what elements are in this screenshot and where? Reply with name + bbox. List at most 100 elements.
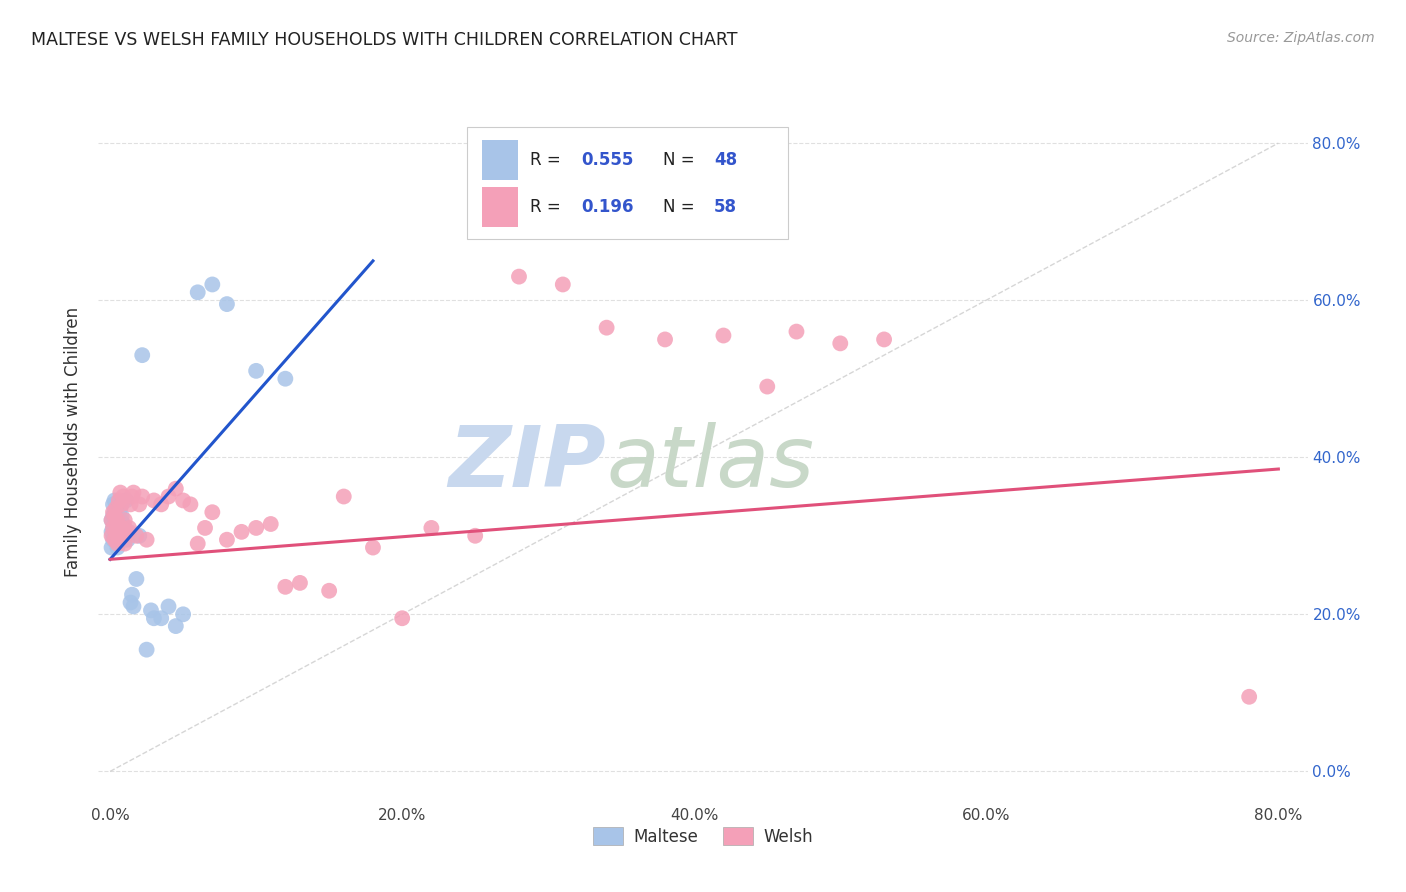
Text: N =: N = [664,198,700,216]
Point [103,533,125,547]
Point [260,516,283,531]
Point [172,493,194,508]
Point [135,533,157,547]
Point [654,333,676,347]
Text: 48: 48 [714,151,737,169]
Point [114,513,136,527]
Point [100,529,122,543]
Point [165,482,187,496]
Point [201,505,224,519]
Point [128,497,150,511]
Y-axis label: Family Households with Children: Family Households with Children [65,307,83,576]
Point [108,524,131,539]
Text: 0.196: 0.196 [581,198,633,216]
Point [107,497,129,511]
Point [103,493,125,508]
Point [508,269,530,284]
Point [101,509,124,524]
FancyBboxPatch shape [482,186,517,227]
Point [274,372,297,386]
Point [112,490,135,504]
Point [187,536,209,550]
Point [118,521,141,535]
Point [103,505,125,519]
Text: atlas: atlas [606,422,814,505]
Point [120,595,142,609]
Point [1237,690,1260,704]
Point [115,493,138,508]
Point [179,497,201,511]
Point [107,516,129,531]
Point [117,533,139,547]
Point [420,521,443,535]
Point [101,497,124,511]
Point [103,529,125,543]
Point [101,521,124,535]
Point [110,485,132,500]
Point [135,642,157,657]
Point [194,521,217,535]
Point [150,497,173,511]
Point [100,513,122,527]
FancyBboxPatch shape [467,128,787,239]
Point [231,524,253,539]
Point [464,529,486,543]
Point [288,575,311,590]
Text: ZIP: ZIP [449,422,606,505]
Text: MALTESE VS WELSH FAMILY HOUSEHOLDS WITH CHILDREN CORRELATION CHART: MALTESE VS WELSH FAMILY HOUSEHOLDS WITH … [31,31,737,49]
Point [104,521,127,535]
Point [112,516,135,531]
Point [100,541,122,555]
Point [142,611,165,625]
Point [108,505,131,519]
Point [756,379,779,393]
Point [108,529,131,543]
Point [873,333,896,347]
Point [110,501,132,516]
Point [110,513,132,527]
Legend: Maltese, Welsh: Maltese, Welsh [586,821,820,852]
Point [120,497,142,511]
Point [122,485,145,500]
Point [103,516,125,531]
FancyBboxPatch shape [482,140,517,179]
Point [391,611,413,625]
Point [131,348,153,362]
Point [122,599,145,614]
Point [108,493,131,508]
Point [332,490,354,504]
Point [125,529,148,543]
Text: N =: N = [664,151,700,169]
Text: 0.555: 0.555 [581,151,633,169]
Point [215,297,238,311]
Point [187,285,209,300]
Point [111,521,134,535]
Point [101,533,124,547]
Point [107,536,129,550]
Point [595,320,617,334]
Text: R =: R = [530,198,567,216]
Point [121,490,143,504]
Point [201,277,224,292]
Point [131,490,153,504]
Point [104,501,127,516]
Point [157,599,180,614]
Point [139,603,162,617]
Point [111,509,134,524]
Point [107,513,129,527]
Point [104,509,127,524]
Point [150,611,173,625]
Text: Source: ZipAtlas.com: Source: ZipAtlas.com [1227,31,1375,45]
Text: 58: 58 [714,198,737,216]
Point [111,521,134,535]
Point [117,524,139,539]
Point [118,524,141,539]
Point [104,524,127,539]
Point [104,497,127,511]
Point [318,583,340,598]
Point [101,521,124,535]
Point [165,619,187,633]
Point [100,513,122,527]
Point [114,536,136,550]
Point [245,364,267,378]
